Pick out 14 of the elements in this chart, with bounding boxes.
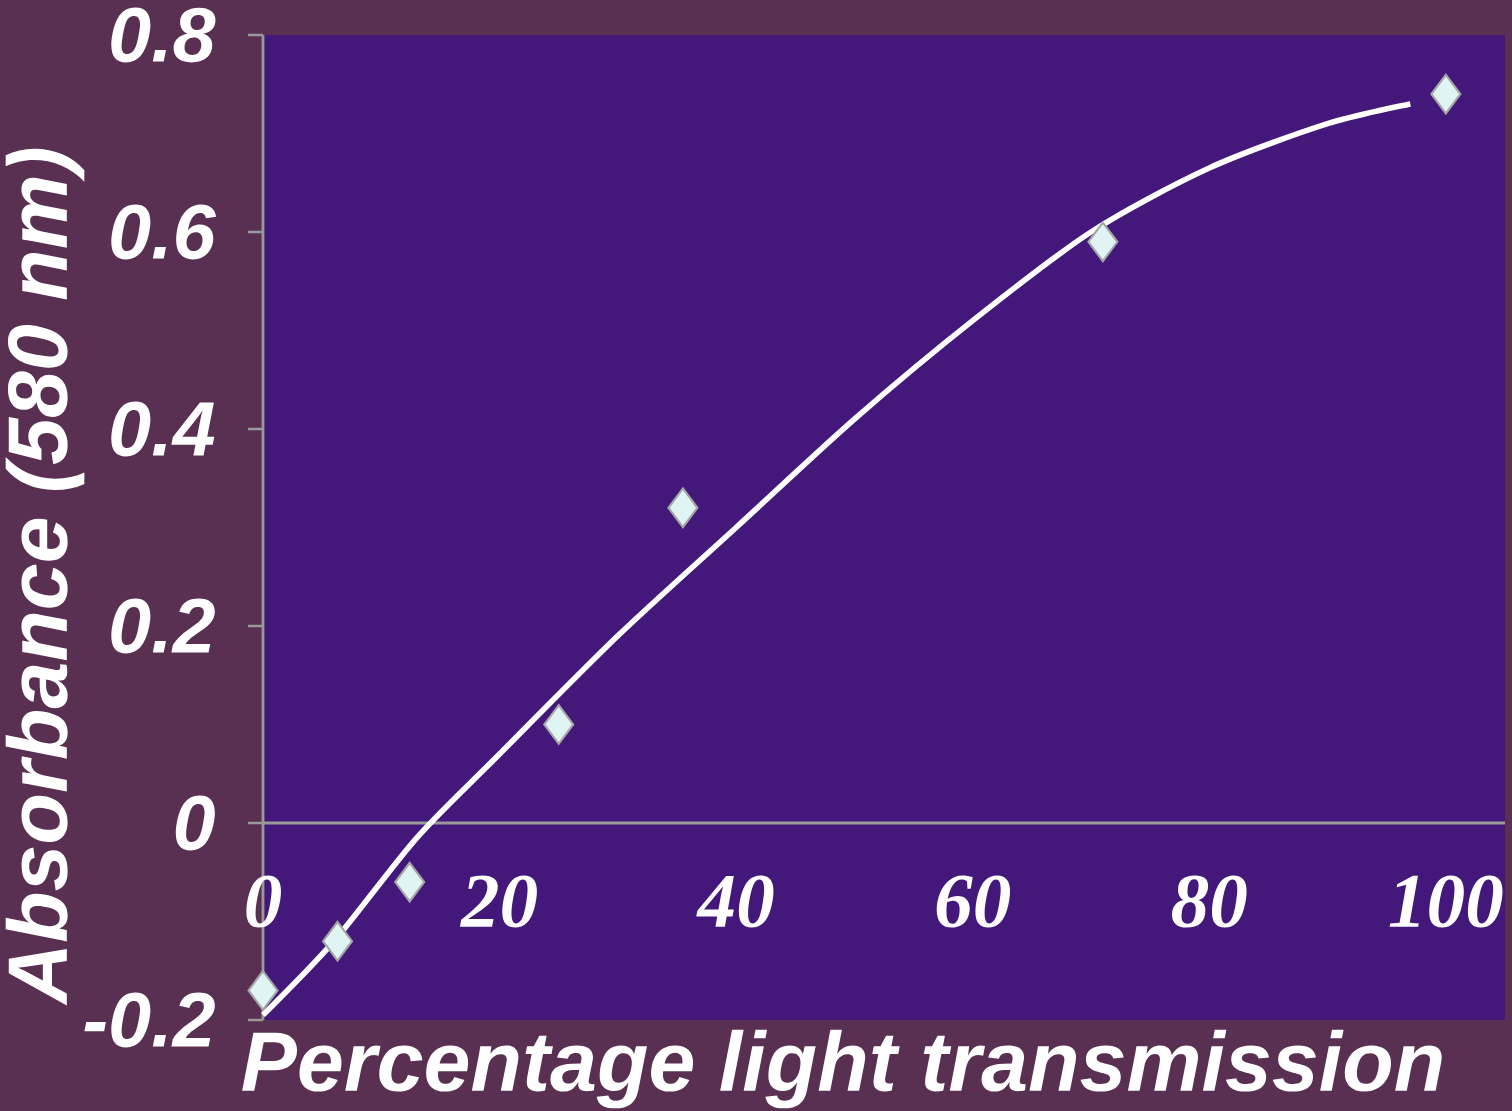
x-axis-title: Percentage light transmission <box>242 1029 1442 1109</box>
y-tick-label: 0.6 <box>111 204 217 260</box>
y-tick-label: 0.4 <box>111 401 215 457</box>
x-tick-label: 0 <box>246 875 281 928</box>
y-tick-label: 0 <box>175 795 215 851</box>
x-tick-label: 60 <box>936 875 1011 928</box>
y-tick-label: -0.2 <box>84 992 215 1048</box>
x-tick-label: 100 <box>1389 875 1503 928</box>
x-tick-label: 80 <box>1172 875 1247 928</box>
y-tick-label: 0.8 <box>111 7 216 63</box>
y-axis-title: Absorbance (580 nm) <box>5 148 85 1006</box>
x-tick-label: 20 <box>459 875 537 928</box>
x-tick-label: 40 <box>696 875 774 928</box>
y-tick-label: 0.2 <box>111 598 215 654</box>
